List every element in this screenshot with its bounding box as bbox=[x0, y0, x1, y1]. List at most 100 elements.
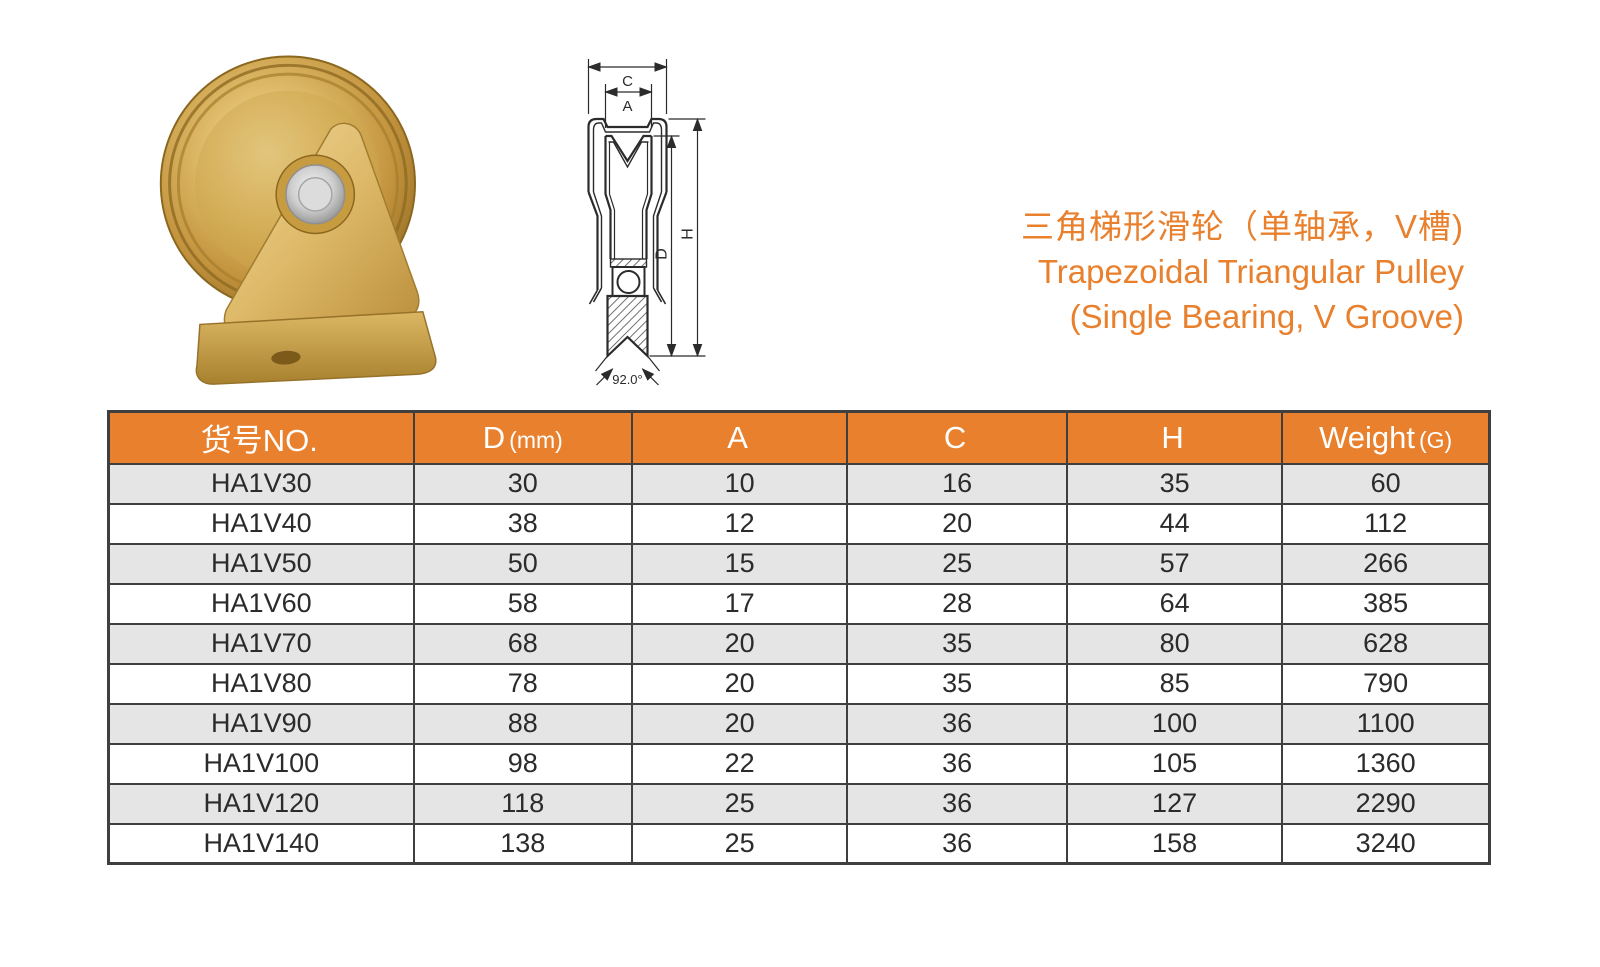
cell-model: HA1V50 bbox=[107, 542, 415, 585]
dim-A-label: A bbox=[622, 98, 632, 115]
table-row: HA1V120 118 25 36 127 2290 bbox=[107, 782, 1491, 825]
cell-model: HA1V40 bbox=[107, 502, 415, 545]
cell-weight: 385 bbox=[1281, 582, 1491, 625]
cell-weight: 790 bbox=[1281, 662, 1491, 705]
dim-C bbox=[587, 59, 668, 114]
table-row: HA1V80 78 20 35 85 790 bbox=[107, 662, 1491, 705]
product-title-en: Trapezoidal Triangular Pulley bbox=[1037, 253, 1464, 290]
cell-c: 36 bbox=[846, 742, 1068, 785]
cell-weight: 60 bbox=[1281, 462, 1491, 505]
cell-weight: 3240 bbox=[1281, 822, 1491, 865]
cell-weight: 2290 bbox=[1281, 782, 1491, 825]
cell-weight: 1360 bbox=[1281, 742, 1491, 785]
table-row: HA1V140 138 25 36 158 3240 bbox=[107, 822, 1491, 865]
cell-d: 68 bbox=[412, 622, 633, 665]
table-row: HA1V70 68 20 35 80 628 bbox=[107, 622, 1491, 665]
cell-d: 38 bbox=[412, 502, 633, 545]
table-row: HA1V30 30 10 16 35 60 bbox=[107, 462, 1491, 505]
cell-d: 78 bbox=[412, 662, 633, 705]
header-d: D (mm) bbox=[412, 410, 633, 465]
cell-d: 98 bbox=[412, 742, 633, 785]
technical-drawing: C A bbox=[587, 59, 706, 387]
cell-h: 85 bbox=[1065, 662, 1284, 705]
groove-block bbox=[606, 294, 649, 359]
cell-a: 22 bbox=[630, 742, 849, 785]
bearing-ball bbox=[616, 270, 641, 294]
cell-c: 36 bbox=[846, 782, 1068, 825]
cell-h: 158 bbox=[1065, 822, 1284, 865]
cell-h: 35 bbox=[1065, 462, 1284, 505]
cell-a: 12 bbox=[630, 502, 849, 545]
dim-C-label: C bbox=[622, 73, 633, 90]
header-weight: Weight (G) bbox=[1281, 410, 1491, 465]
table-row: HA1V50 50 15 25 57 266 bbox=[107, 542, 1491, 585]
cell-model: HA1V60 bbox=[107, 582, 415, 625]
cell-model: HA1V80 bbox=[107, 662, 415, 705]
cell-a: 10 bbox=[630, 462, 849, 505]
mounting-base bbox=[195, 310, 437, 385]
cell-d: 30 bbox=[412, 462, 633, 505]
cell-model: HA1V90 bbox=[107, 702, 415, 745]
cell-d: 118 bbox=[412, 782, 633, 825]
cell-h: 100 bbox=[1065, 702, 1284, 745]
cell-a: 25 bbox=[630, 782, 849, 825]
cell-d: 138 bbox=[412, 822, 633, 865]
table-row: HA1V60 58 17 28 64 385 bbox=[107, 582, 1491, 625]
product-subtitle-en: (Single Bearing, V Groove) bbox=[1069, 298, 1464, 335]
cell-a: 17 bbox=[630, 582, 849, 625]
cell-a: 25 bbox=[630, 822, 849, 865]
product-title-zh: 三角梯形滑轮（单轴承，V槽) bbox=[1021, 208, 1464, 245]
spec-table: 货号NO. D (mm) A C H Weight (G) HA1V30 30 10 16… bbox=[107, 410, 1491, 865]
title-block: 三角梯形滑轮（单轴承，V槽) Trapezoidal Triangular Pu… bbox=[1021, 204, 1464, 339]
cell-model: HA1V100 bbox=[107, 742, 415, 785]
cell-h: 127 bbox=[1065, 782, 1284, 825]
cell-c: 28 bbox=[846, 582, 1068, 625]
groove-angle-label: 92.0° bbox=[612, 372, 643, 387]
table-row: HA1V100 98 22 36 105 1360 bbox=[107, 742, 1491, 785]
wheel-section bbox=[604, 134, 653, 259]
cell-weight: 112 bbox=[1281, 502, 1491, 545]
cell-weight: 1100 bbox=[1281, 702, 1491, 745]
cell-a: 20 bbox=[630, 622, 849, 665]
header-a: A bbox=[630, 410, 849, 465]
header-model: 货号NO. bbox=[107, 410, 415, 465]
dim-D-label: D bbox=[654, 248, 671, 260]
header-c: C bbox=[846, 410, 1068, 465]
cell-model: HA1V120 bbox=[107, 782, 415, 825]
spec-table-wrap: 货号NO. D (mm) A C H Weight (G) HA1V30 30 10 16… bbox=[107, 410, 1491, 865]
cell-c: 36 bbox=[846, 822, 1068, 865]
dim-H bbox=[668, 117, 706, 358]
cell-h: 64 bbox=[1065, 582, 1284, 625]
cell-d: 50 bbox=[412, 542, 633, 585]
table-header-row: 货号NO. D (mm) A C H Weight (G) bbox=[107, 410, 1491, 465]
cell-c: 36 bbox=[846, 702, 1068, 745]
angle-extension-lines bbox=[595, 355, 660, 386]
screw-hole bbox=[271, 350, 301, 365]
header-h: H bbox=[1065, 410, 1284, 465]
cell-a: 15 bbox=[630, 542, 849, 585]
hub-bolt bbox=[275, 154, 356, 235]
cell-model: HA1V70 bbox=[107, 622, 415, 665]
cell-d: 88 bbox=[412, 702, 633, 745]
cell-d: 58 bbox=[412, 582, 633, 625]
cell-a: 20 bbox=[630, 702, 849, 745]
bracket-section bbox=[587, 117, 668, 305]
cell-weight: 266 bbox=[1281, 542, 1491, 585]
cell-h: 80 bbox=[1065, 622, 1284, 665]
cell-model: HA1V140 bbox=[107, 822, 415, 865]
cell-c: 25 bbox=[846, 542, 1068, 585]
table-row: HA1V40 38 12 20 44 112 bbox=[107, 502, 1491, 545]
cell-a: 20 bbox=[630, 662, 849, 705]
cell-c: 35 bbox=[846, 662, 1068, 705]
product-photo bbox=[159, 55, 437, 385]
dim-H-label: H bbox=[680, 228, 697, 240]
cell-c: 35 bbox=[846, 622, 1068, 665]
cell-h: 105 bbox=[1065, 742, 1284, 785]
cell-h: 44 bbox=[1065, 502, 1284, 545]
table-row: HA1V90 88 20 36 100 1100 bbox=[107, 702, 1491, 745]
cell-c: 16 bbox=[846, 462, 1068, 505]
cell-model: HA1V30 bbox=[107, 462, 415, 505]
cell-weight: 628 bbox=[1281, 622, 1491, 665]
cell-h: 57 bbox=[1065, 542, 1284, 585]
